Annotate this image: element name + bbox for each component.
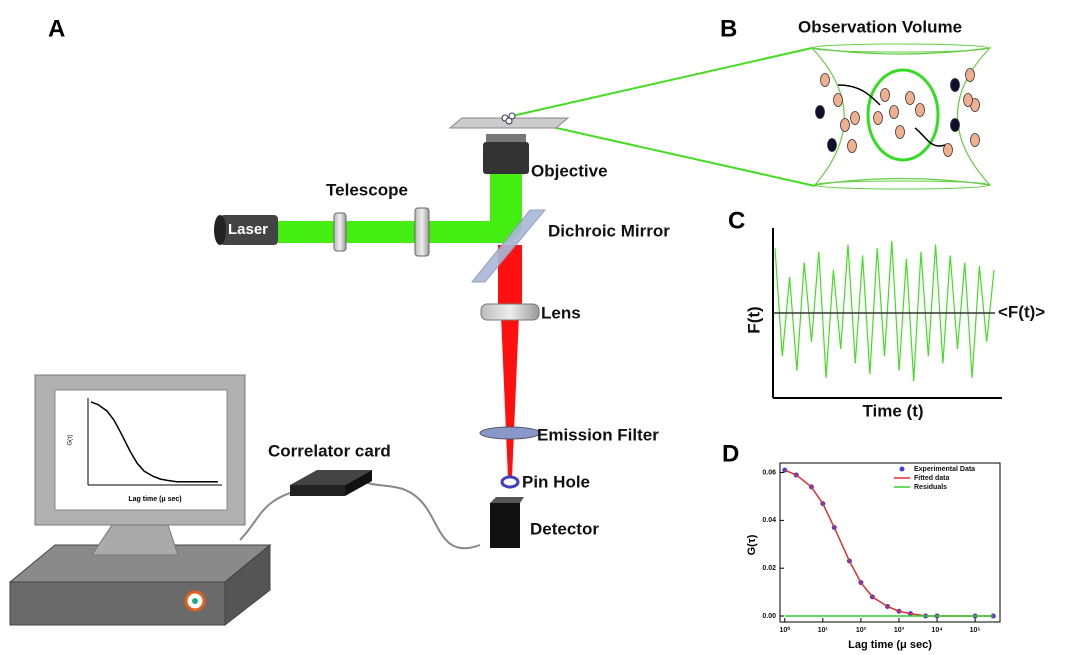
particle bbox=[890, 106, 899, 119]
pin-hole bbox=[502, 477, 518, 487]
particle bbox=[896, 126, 905, 139]
legend-label: Experimental Data bbox=[914, 466, 975, 473]
objective bbox=[486, 134, 526, 142]
observation-volume bbox=[812, 48, 990, 185]
y-tick-label: 0.02 bbox=[762, 565, 776, 572]
panel-label: C bbox=[728, 207, 745, 234]
lens bbox=[334, 213, 346, 251]
x-tick-label: 10¹ bbox=[818, 627, 829, 634]
particle bbox=[966, 69, 975, 82]
particle bbox=[828, 139, 837, 152]
particle bbox=[916, 104, 925, 117]
power-light bbox=[192, 598, 198, 604]
observation-volume bbox=[814, 181, 990, 189]
lens bbox=[481, 304, 539, 320]
particle bbox=[874, 112, 883, 125]
x-tick-label: 10⁰ bbox=[779, 626, 790, 634]
particle bbox=[821, 74, 830, 87]
particle bbox=[841, 119, 850, 132]
particle bbox=[951, 119, 960, 132]
legend-label: Fitted data bbox=[914, 475, 949, 482]
observation-title: Observation Volume bbox=[798, 17, 962, 36]
pinhole-label: Pin Hole bbox=[522, 472, 590, 491]
laser-end bbox=[214, 215, 226, 245]
mini-y-label: G(τ) bbox=[68, 434, 74, 445]
filter-label: Emission Filter bbox=[537, 425, 659, 444]
x-tick-label: 10² bbox=[856, 627, 867, 634]
panel-label: B bbox=[720, 15, 737, 42]
x-axis-label: Time (t) bbox=[862, 401, 923, 420]
monitor-screen bbox=[55, 390, 227, 510]
figure: A B C D Laser Telescope Objective Dichro… bbox=[0, 0, 1069, 655]
telescope-label: Telescope bbox=[326, 180, 408, 199]
objective bbox=[483, 142, 529, 174]
panel-label: D bbox=[722, 440, 739, 467]
diffusion-arrow bbox=[915, 128, 945, 146]
y-tick-label: 0.06 bbox=[762, 469, 776, 476]
correlation-plot: 0.00 0.02 0.04 0.06 10⁰ 10¹ 10² 10³ 10⁴ 10⁵ Lag ti… bbox=[746, 466, 996, 651]
y-tick-label: 0.04 bbox=[762, 517, 776, 524]
particle bbox=[834, 94, 843, 107]
legend-marker bbox=[900, 467, 905, 472]
emission-filter bbox=[480, 427, 540, 439]
detector-label: Detector bbox=[530, 519, 599, 538]
y-tick-label: 0.00 bbox=[762, 613, 776, 620]
series-line bbox=[785, 470, 994, 616]
fluctuation-trace bbox=[775, 241, 994, 381]
correlator-card bbox=[290, 485, 345, 496]
cable bbox=[360, 480, 480, 548]
particle bbox=[951, 79, 960, 92]
dichroic-label: Dichroic Mirror bbox=[548, 221, 670, 240]
particle bbox=[971, 134, 980, 147]
particle bbox=[881, 89, 890, 102]
observation-volume bbox=[812, 44, 988, 52]
x-tick-label: 10³ bbox=[894, 627, 905, 634]
cable bbox=[240, 490, 300, 540]
legend-label: Residuals bbox=[914, 484, 947, 491]
particle bbox=[906, 92, 915, 105]
particle bbox=[816, 106, 825, 119]
lens-label: Lens bbox=[541, 303, 581, 322]
detector bbox=[490, 503, 520, 548]
sample bbox=[506, 118, 512, 124]
particle bbox=[964, 94, 973, 107]
monitor-stand bbox=[92, 525, 178, 555]
particle bbox=[851, 112, 860, 125]
detector bbox=[490, 497, 524, 503]
x-axis-label: Lag time (μ sec) bbox=[848, 639, 932, 651]
mean-label: <F(t)> bbox=[998, 302, 1045, 321]
y-axis-label: G(τ) bbox=[746, 534, 758, 555]
correlator-label: Correlator card bbox=[268, 441, 391, 460]
objective-label: Objective bbox=[531, 161, 608, 180]
laser-label: Laser bbox=[228, 221, 268, 238]
y-axis-label: F(t) bbox=[744, 306, 763, 333]
x-tick-label: 10⁴ bbox=[931, 627, 943, 634]
beam-edge bbox=[512, 48, 812, 116]
panel-label: A bbox=[48, 15, 65, 42]
particle bbox=[848, 140, 857, 153]
lens bbox=[415, 208, 429, 256]
mini-x-label: Lag time (μ sec) bbox=[128, 496, 181, 503]
x-tick-label: 10⁵ bbox=[970, 627, 981, 634]
